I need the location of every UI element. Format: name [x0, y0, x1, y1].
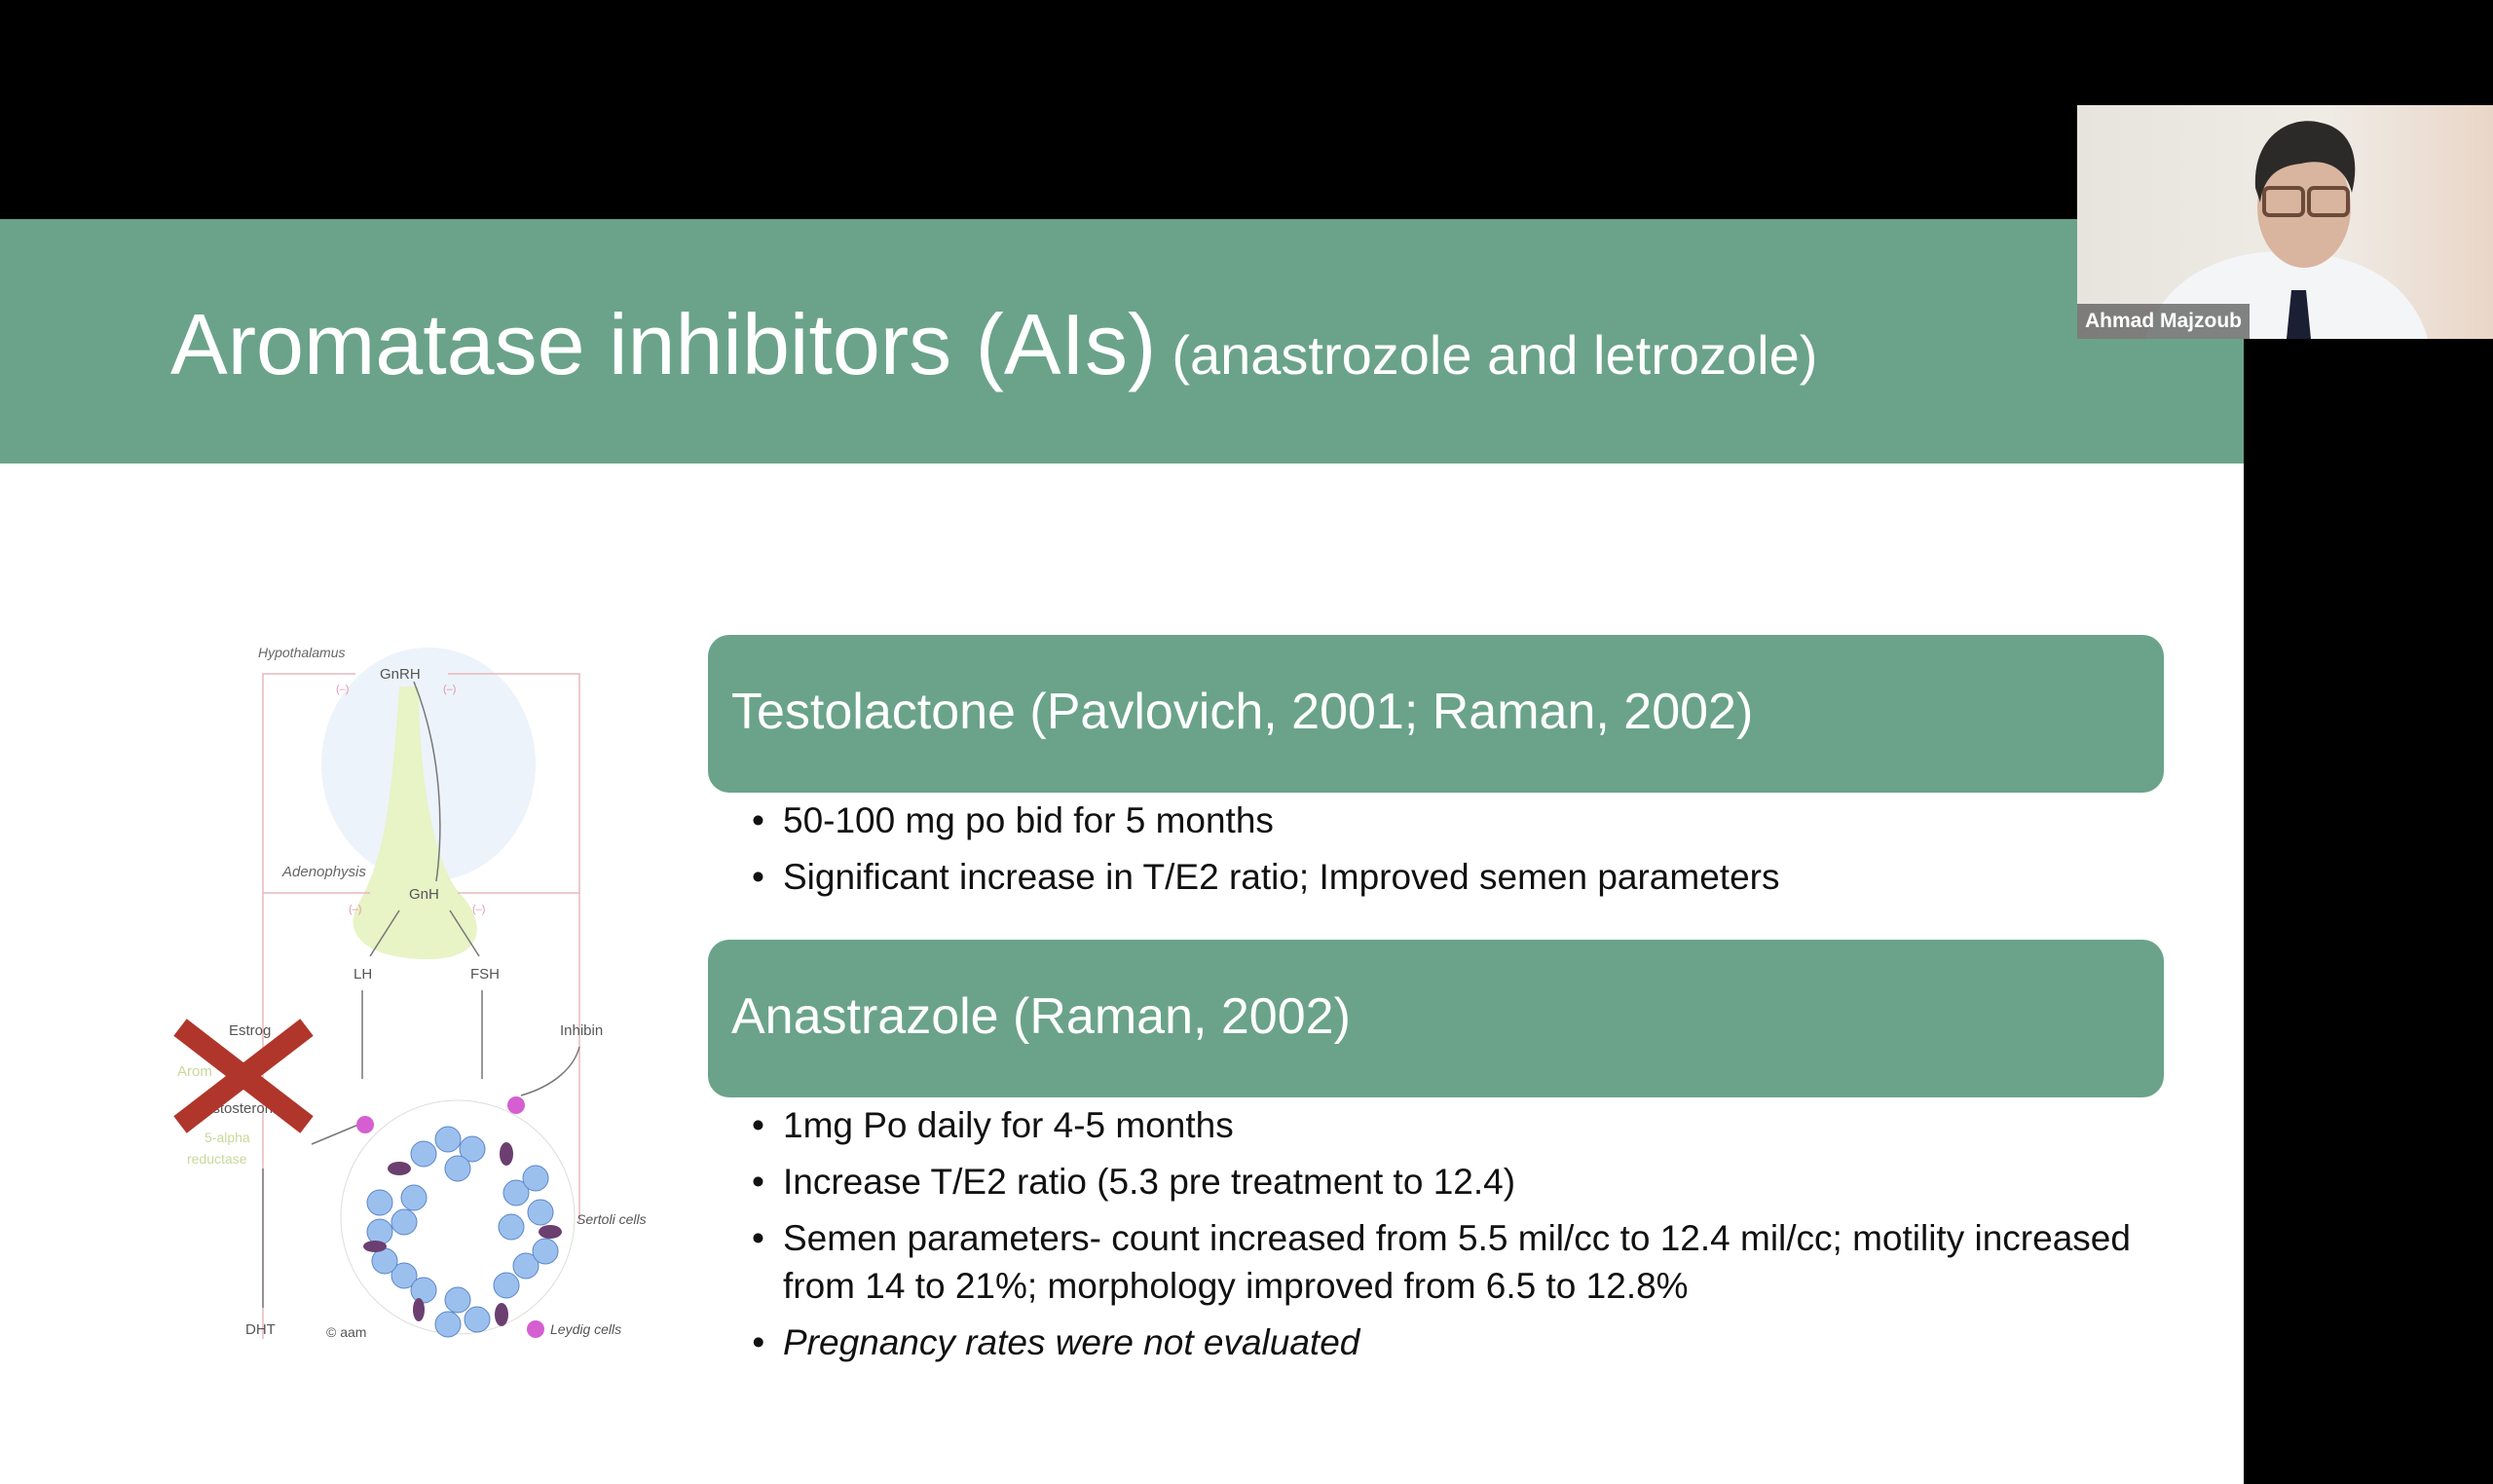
label-neg: (–) [336, 684, 349, 695]
label-aromatase: Arom [177, 1063, 212, 1080]
label-hypothalamus: Hypothalamus [258, 645, 346, 660]
slide: Aromatase inhibitors (AIs) (anastrozole a… [0, 219, 2244, 1484]
label-gnh: GnH [409, 886, 439, 903]
section-heading-anastrazole: Anastrazole (Raman, 2002) [708, 940, 2164, 1097]
seminiferous-tubule [340, 1096, 576, 1338]
bullet: Increase T/E2 ratio (5.3 pre treatment t… [752, 1158, 2203, 1206]
label-leydig: Leydig cells [550, 1321, 621, 1337]
red-cross-icon [173, 1019, 314, 1133]
bullet-list-anastrazole: 1mg Po daily for 4-5 months Increase T/E… [752, 1101, 2203, 1375]
label-fsh: FSH [470, 966, 500, 983]
title-main: Aromatase inhibitors (AIs) [170, 296, 1157, 392]
label-gnrh: GnRH [380, 666, 421, 683]
bullet: 1mg Po daily for 4-5 months [752, 1101, 2203, 1149]
section-heading-testolactone: Testolactone (Pavlovich, 2001; Raman, 20… [708, 635, 2164, 793]
bullet-list-testolactone: 50-100 mg po bid for 5 months Significan… [752, 797, 2203, 909]
slide-title: Aromatase inhibitors (AIs) (anastrozole a… [170, 295, 1817, 394]
label-dht: DHT [245, 1321, 276, 1338]
label-reductase: reductase [187, 1151, 247, 1167]
bullet: Pregnancy rates were not evaluated [752, 1318, 2203, 1366]
label-neg: (–) [349, 904, 361, 915]
bullet: Significant increase in T/E2 ratio; Impr… [752, 853, 2203, 901]
label-adenophysis: Adenophysis [281, 864, 366, 880]
bullet: 50-100 mg po bid for 5 months [752, 797, 2203, 844]
hpg-axis-diagram: Hypothalamus GnRH (–) (–) Adenophysis Gn… [173, 645, 647, 1339]
label-lh: LH [353, 966, 372, 983]
label-inhibin: Inhibin [560, 1022, 603, 1039]
label-copyright: © aam [326, 1324, 366, 1339]
label-neg: (–) [472, 904, 485, 915]
participant-video[interactable]: Ahmad Majzoub [2077, 105, 2493, 339]
participant-name: Ahmad Majzoub [2077, 304, 2250, 339]
label-neg: (–) [443, 684, 456, 695]
label-estrogen: Estrog [229, 1022, 271, 1039]
label-sertoli: Sertoli cells [577, 1211, 647, 1227]
title-banner: Aromatase inhibitors (AIs) (anastrozole a… [0, 219, 2244, 464]
bullet: Semen parameters- count increased from 5… [752, 1214, 2203, 1310]
title-sub: (anastrozole and letrozole) [1172, 324, 1818, 386]
label-5-alpha: 5-alpha [205, 1130, 250, 1145]
